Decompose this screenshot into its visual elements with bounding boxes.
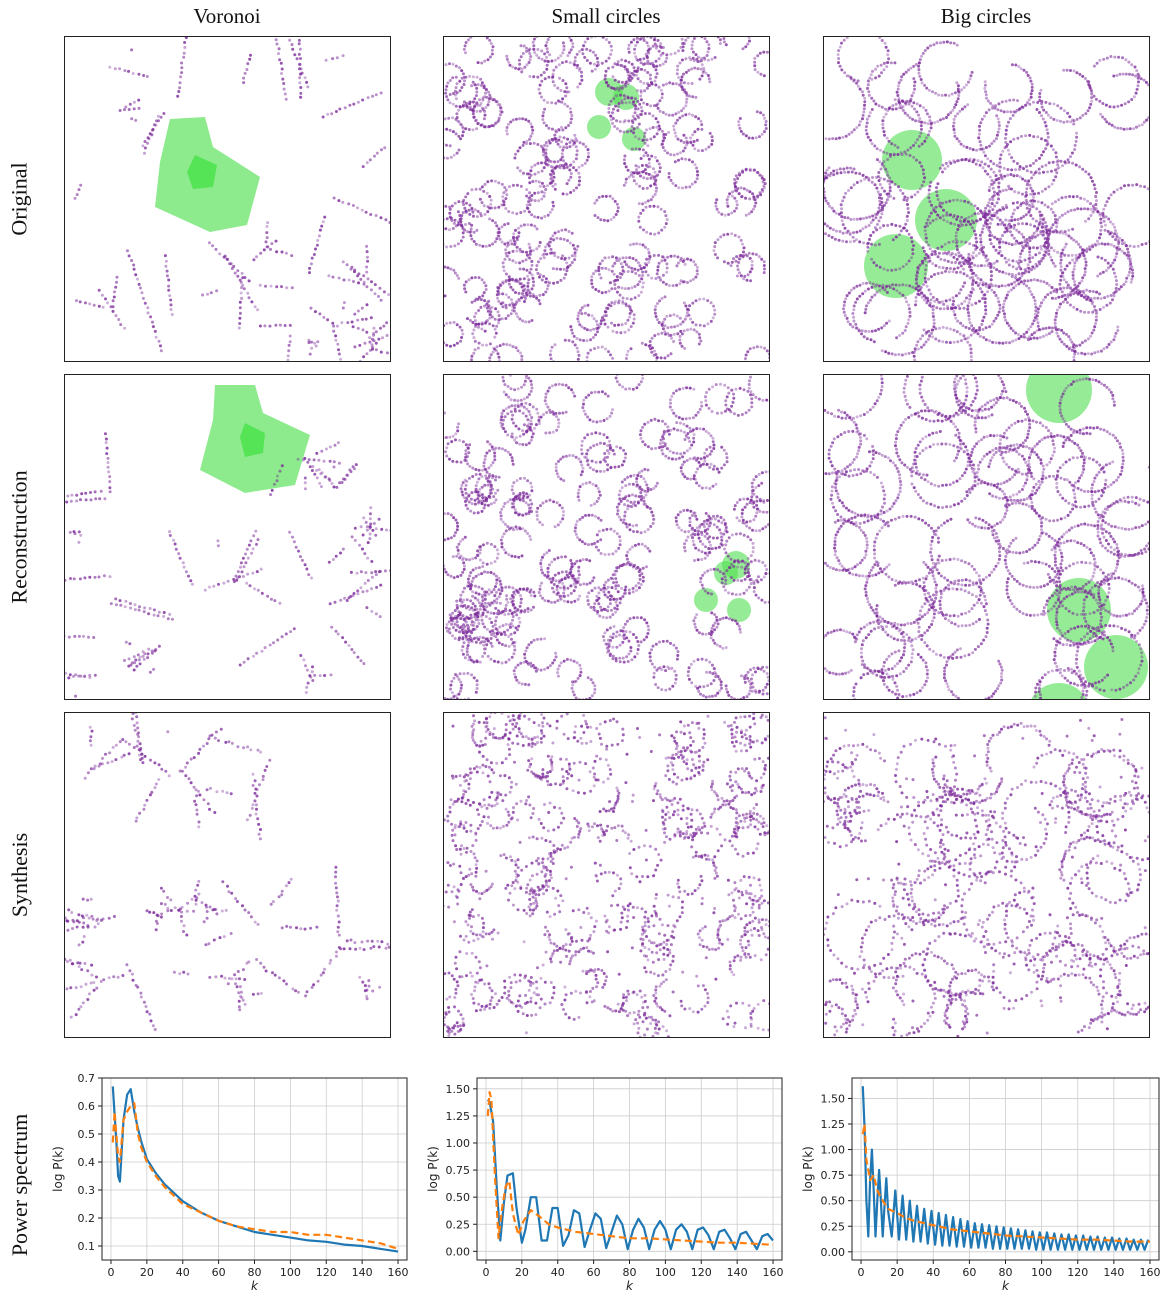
row-title-reconstruction: Reconstruction (0, 374, 40, 700)
y-tick-label: 0.25 (446, 1218, 471, 1231)
y-tick-label: 1.50 (821, 1092, 846, 1105)
x-axis-label: k (251, 1279, 259, 1293)
panel-big-circles-synthesis (823, 712, 1150, 1038)
point-cloud (824, 37, 1149, 361)
x-tick-label: 20 (890, 1266, 904, 1279)
x-tick-label: 160 (388, 1266, 409, 1279)
y-axis-label: log P(k) (51, 1146, 65, 1192)
y-tick-label: 1.50 (446, 1083, 471, 1096)
point-cloud (824, 716, 1149, 1037)
x-tick-label: 120 (1067, 1266, 1088, 1279)
x-tick-label: 40 (926, 1266, 940, 1279)
x-tick-label: 140 (727, 1266, 748, 1279)
y-tick-label: 0.50 (446, 1191, 471, 1204)
column-title-voronoi: Voronoi (64, 4, 390, 29)
x-tick-label: 60 (962, 1266, 976, 1279)
column-title-small-circles: Small circles (443, 4, 769, 29)
x-tick-label: 60 (587, 1266, 601, 1279)
power-spectrum-small-circles: 0 20 40 60 80 100 120 140 160 0.00 0.25 0.50 0.75 1.0… (415, 1068, 790, 1302)
series-line-1 (488, 1100, 773, 1250)
y-tick-label: 0.50 (821, 1195, 846, 1208)
series-line-2 (488, 1092, 773, 1245)
panel-small-circles-reconstruction (443, 374, 770, 700)
x-tick-label: 80 (623, 1266, 637, 1279)
y-tick-label: 1.25 (821, 1118, 846, 1131)
x-tick-label: 120 (691, 1266, 712, 1279)
x-tick-label: 80 (999, 1266, 1013, 1279)
y-tick-label: 0.3 (78, 1184, 96, 1197)
x-tick-label: 20 (515, 1266, 529, 1279)
column-title-big-circles: Big circles (823, 4, 1149, 29)
highlight-circle (915, 189, 977, 251)
highlight-circle (587, 115, 611, 139)
x-tick-label: 100 (1031, 1266, 1052, 1279)
panel-big-circles-reconstruction (823, 374, 1150, 700)
y-tick-label: 1.00 (446, 1137, 471, 1150)
x-tick-label: 0 (858, 1266, 865, 1279)
x-tick-label: 20 (140, 1266, 154, 1279)
power-spectrum-voronoi: 0 20 40 60 80 100 120 140 160 0.1 0.2 0.3 0.4 0.5 0.6 0… (40, 1068, 415, 1302)
y-tick-label: 0.7 (78, 1072, 96, 1085)
y-tick-label: 0.6 (78, 1100, 96, 1113)
x-tick-label: 40 (176, 1266, 190, 1279)
x-tick-label: 100 (655, 1266, 676, 1279)
panel-voronoi-reconstruction (64, 374, 391, 700)
x-tick-label: 0 (107, 1266, 114, 1279)
x-axis-label: k (1002, 1279, 1010, 1293)
panel-small-circles-synthesis (443, 712, 770, 1038)
point-cloud (444, 375, 769, 699)
y-axis-label: log P(k) (801, 1146, 815, 1192)
x-tick-label: 120 (316, 1266, 337, 1279)
power-spectrum-big-circles: 0 20 40 60 80 100 120 140 160 0.00 0.25 0.50 0.75 1.0… (790, 1068, 1167, 1302)
x-tick-label: 100 (280, 1266, 301, 1279)
panel-voronoi-original (64, 36, 391, 362)
y-tick-label: 1.00 (821, 1144, 846, 1157)
highlight-circle (1026, 375, 1092, 423)
point-cloud (444, 713, 769, 1037)
row-title-power-spectrum: Power spectrum (0, 1075, 40, 1295)
y-axis-label: log P(k) (426, 1146, 440, 1192)
row-title-original: Original (0, 36, 40, 362)
x-tick-label: 40 (551, 1266, 565, 1279)
row-title-synthesis: Synthesis (0, 712, 40, 1038)
grid (477, 1078, 782, 1260)
y-tick-label: 1.25 (446, 1110, 471, 1123)
y-tick-label: 0.75 (446, 1164, 471, 1177)
point-cloud (65, 713, 390, 1031)
x-tick-label: 160 (1139, 1266, 1160, 1279)
x-tick-label: 140 (352, 1266, 373, 1279)
panel-small-circles-original (443, 36, 770, 362)
x-tick-label: 0 (482, 1266, 489, 1279)
series-line-2 (113, 1103, 398, 1249)
x-tick-label: 60 (212, 1266, 226, 1279)
y-tick-label: 0.5 (78, 1128, 96, 1141)
y-tick-label: 0.1 (78, 1240, 96, 1253)
y-tick-label: 0.4 (78, 1156, 96, 1169)
y-tick-label: 0.00 (821, 1246, 846, 1259)
panel-voronoi-synthesis (64, 712, 391, 1038)
y-tick-label: 0.75 (821, 1169, 846, 1182)
panel-big-circles-original (823, 36, 1150, 362)
x-tick-label: 140 (1103, 1266, 1124, 1279)
x-axis-label: k (626, 1279, 634, 1293)
y-tick-label: 0.00 (446, 1245, 471, 1258)
y-tick-label: 0.25 (821, 1220, 846, 1233)
series-line-1 (113, 1086, 398, 1251)
y-tick-label: 0.2 (78, 1212, 96, 1225)
x-tick-label: 160 (763, 1266, 784, 1279)
x-tick-label: 80 (248, 1266, 262, 1279)
